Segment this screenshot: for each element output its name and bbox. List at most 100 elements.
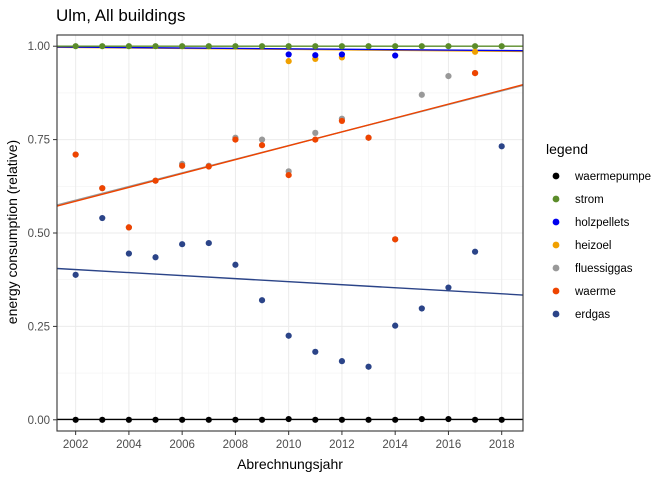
- point-strom: [498, 43, 505, 50]
- point-strom: [99, 43, 106, 50]
- y-tick-label: 0.25: [28, 321, 50, 333]
- point-waermepumpe: [445, 415, 452, 423]
- point-waerme: [72, 151, 79, 158]
- point-waerme: [392, 236, 399, 243]
- legend-label-erdgas: erdgas: [575, 309, 610, 321]
- point-waerme: [285, 171, 292, 179]
- point-waerme: [179, 162, 186, 169]
- point-waerme: [99, 185, 106, 192]
- point-erdgas: [232, 261, 239, 268]
- point-waermepumpe: [365, 416, 372, 423]
- point-waermepumpe: [498, 416, 505, 423]
- point-fluessiggas: [445, 72, 452, 80]
- point-erdgas: [418, 305, 425, 312]
- point-waermepumpe: [205, 416, 212, 423]
- point-waerme: [338, 117, 346, 125]
- point-waerme: [365, 134, 372, 141]
- point-erdgas: [125, 250, 132, 257]
- point-strom: [312, 43, 319, 50]
- point-fluessiggas: [258, 136, 266, 143]
- x-tick-label: 2014: [382, 439, 408, 451]
- x-tick-label: 2018: [489, 439, 515, 451]
- x-axis-label: Abrechnungsjahr: [237, 456, 343, 472]
- point-strom: [392, 43, 399, 50]
- point-waerme: [312, 136, 319, 143]
- y-tick-label: 0.75: [28, 135, 50, 147]
- point-strom: [471, 43, 479, 50]
- data-points: [72, 43, 505, 423]
- x-tick-label: 2010: [276, 439, 302, 451]
- x-tick-label: 2006: [169, 439, 195, 451]
- x-tick-label: 2004: [116, 439, 142, 451]
- legend-key-waerme: [552, 287, 560, 295]
- point-waermepumpe: [471, 416, 479, 423]
- point-strom: [445, 43, 452, 50]
- chart-title: Ulm, All buildings: [56, 6, 185, 25]
- legend-items: waermepumpe strom holzpellets heizoel fluess…: [552, 171, 651, 321]
- y-axis-label: energy consumption (relative): [4, 140, 20, 324]
- legend-key-holzpellets: [552, 218, 560, 226]
- point-waermepumpe: [285, 415, 292, 423]
- point-fluessiggas: [312, 129, 319, 136]
- legend-label-holzpellets: holzpellets: [575, 217, 630, 229]
- point-erdgas: [72, 271, 79, 278]
- point-strom: [125, 43, 132, 50]
- point-erdgas: [179, 241, 186, 248]
- point-erdgas: [338, 358, 346, 365]
- point-waerme: [471, 70, 479, 77]
- legend-label-strom: strom: [575, 194, 604, 206]
- legend-key-fluessiggas: [552, 264, 560, 272]
- trend-line-waerme: [57, 84, 523, 207]
- point-waermepumpe: [232, 416, 239, 423]
- legend-key-erdgas: [552, 310, 560, 318]
- point-waerme: [125, 224, 132, 231]
- x-tick-label: 2016: [436, 439, 462, 451]
- point-strom: [285, 43, 292, 50]
- x-tick-label: 2002: [63, 439, 89, 451]
- point-waermepumpe: [338, 416, 346, 423]
- point-fluessiggas: [418, 91, 425, 98]
- y-tick-label: 0.00: [28, 415, 50, 427]
- legend-label-fluessiggas: fluessiggas: [575, 263, 633, 275]
- point-erdgas: [99, 214, 106, 222]
- point-heizoel: [285, 58, 292, 65]
- point-waerme: [205, 163, 212, 170]
- point-waermepumpe: [179, 416, 186, 423]
- legend: legend waermepumpe strom holzpellets heizoe…: [546, 141, 651, 321]
- point-waerme: [232, 136, 239, 143]
- legend-title: legend: [546, 141, 588, 157]
- point-erdgas: [445, 284, 452, 291]
- point-erdgas: [471, 248, 479, 255]
- legend-label-waermepumpe: waermepumpe: [574, 171, 651, 183]
- point-waermepumpe: [152, 416, 159, 423]
- point-strom: [72, 43, 79, 50]
- point-strom: [338, 43, 346, 50]
- legend-key-heizoel: [552, 241, 560, 249]
- y-tick-label: 1.00: [28, 41, 50, 53]
- x-tick-label: 2008: [223, 439, 249, 451]
- point-erdgas: [392, 322, 399, 329]
- point-erdgas: [285, 332, 292, 339]
- point-erdgas: [312, 348, 319, 355]
- point-erdgas: [498, 143, 505, 150]
- point-strom: [179, 43, 186, 50]
- point-waermepumpe: [99, 416, 106, 423]
- point-waermepumpe: [258, 416, 266, 423]
- point-waermepumpe: [418, 415, 425, 423]
- point-erdgas: [365, 363, 372, 370]
- axes: 2002 2004 2006 2008 2010 2012 2014 2016 2018 0.00…: [28, 41, 515, 451]
- point-strom: [152, 43, 159, 50]
- point-waermepumpe: [312, 416, 319, 423]
- point-strom: [418, 43, 425, 50]
- point-waerme: [152, 177, 159, 184]
- point-holzpellets: [312, 52, 319, 59]
- point-strom: [232, 43, 239, 50]
- y-tick-label: 0.50: [28, 228, 50, 240]
- legend-label-waerme: waerme: [574, 286, 616, 298]
- point-holzpellets: [285, 51, 292, 58]
- trend-line-erdgas: [57, 267, 523, 296]
- point-waerme: [258, 142, 266, 149]
- point-strom: [205, 43, 212, 50]
- point-erdgas: [152, 254, 159, 261]
